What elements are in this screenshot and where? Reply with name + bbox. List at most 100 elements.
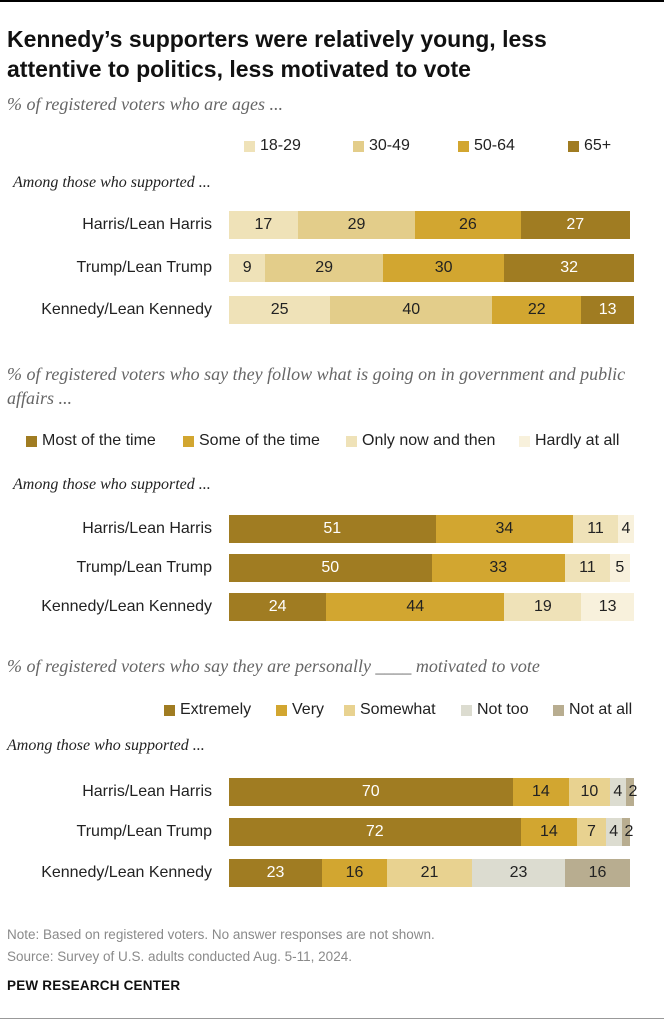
data-label: 21 — [420, 864, 439, 881]
note-text: Note: Based on registered voters. No ans… — [7, 927, 435, 942]
category-label: Kennedy/Lean Kennedy — [41, 598, 212, 615]
legend-label: Only now and then — [362, 432, 496, 449]
data-label: 23 — [509, 864, 528, 881]
group-label: Among those who supported ... — [13, 476, 211, 493]
legend-label: Hardly at all — [535, 432, 620, 449]
bar-segment — [386, 859, 472, 887]
bar-segment — [609, 554, 630, 582]
legend: 18-29 30-49 50-64 65+ — [0, 136, 664, 158]
stacked-bar: 24 44 19 13 — [229, 593, 634, 621]
data-label: 72 — [365, 823, 384, 840]
data-label: 4 — [621, 520, 631, 537]
data-label: 13 — [598, 598, 617, 615]
legend-swatch — [164, 705, 175, 716]
bar-segment — [621, 818, 630, 846]
bar-segment — [472, 859, 566, 887]
category-label: Harris/Lean Harris — [82, 783, 212, 800]
data-label: 4 — [613, 783, 623, 800]
category-label: Harris/Lean Harris — [82, 520, 212, 537]
data-label: 32 — [560, 259, 579, 276]
bar-segment — [435, 515, 574, 543]
stacked-bar: 70 14 10 4 2 — [229, 778, 637, 806]
legend-swatch — [183, 436, 194, 447]
data-label: 2 — [628, 783, 638, 800]
data-label: 44 — [406, 598, 425, 615]
bar-segment — [581, 593, 634, 621]
legend-label: 30-49 — [369, 137, 410, 154]
legend-swatch — [553, 705, 564, 716]
data-label: 25 — [270, 301, 289, 318]
stacked-bar: 23 16 21 23 16 — [229, 859, 634, 887]
category-label: Kennedy/Lean Kennedy — [41, 301, 212, 318]
group-label: Among those who supported ... — [7, 737, 205, 754]
data-label: 9 — [242, 259, 252, 276]
legend-swatch — [346, 436, 357, 447]
legend-label: Not too — [477, 701, 529, 718]
legend-swatch — [568, 141, 579, 152]
bar-segment — [382, 254, 505, 282]
legend: Most of the time Some of the time Only now… — [0, 431, 664, 453]
data-label: 13 — [598, 301, 617, 318]
stacked-bar: 51 34 11 4 — [229, 515, 634, 543]
credit-text: PEW RESEARCH CENTER — [7, 978, 181, 993]
source-text: Source: Survey of U.S. adults conducted … — [7, 949, 352, 964]
legend-label: 18-29 — [260, 137, 301, 154]
group-label: Among those who supported ... — [13, 174, 211, 191]
data-label: 34 — [495, 520, 514, 537]
chart-subtitle: % of registered voters who are ages ... — [7, 94, 283, 114]
legend-label: Very — [292, 701, 325, 718]
bar-segment — [297, 211, 416, 239]
stacked-bar: 50 33 11 5 — [229, 554, 634, 582]
data-label: 51 — [323, 520, 342, 537]
chart-subtitle: % of registered voters who say they are … — [7, 656, 540, 676]
legend-swatch — [458, 141, 469, 152]
bar-segment — [565, 859, 630, 887]
bar-segment — [229, 859, 323, 887]
category-label: Trump/Lean Trump — [76, 823, 212, 840]
legend-label: Not at all — [569, 701, 633, 718]
data-label: 5 — [615, 559, 625, 576]
data-label: 24 — [268, 598, 287, 615]
data-label: 23 — [266, 864, 285, 881]
bar-segment — [229, 554, 432, 582]
legend-label: Extremely — [180, 701, 252, 718]
legend-swatch — [353, 141, 364, 152]
data-label: 29 — [347, 216, 366, 233]
bar-segment — [609, 778, 626, 806]
legend-swatch — [276, 705, 287, 716]
legend-label: 50-64 — [474, 137, 515, 154]
data-label: 27 — [566, 216, 585, 233]
category-label: Kennedy/Lean Kennedy — [41, 864, 212, 881]
category-label: Harris/Lean Harris — [82, 216, 212, 233]
bar-segment — [520, 818, 578, 846]
bar-segment — [322, 859, 387, 887]
data-label: 22 — [527, 301, 546, 318]
bar-segment — [265, 254, 383, 282]
bar-segment — [492, 296, 582, 324]
data-label: 19 — [533, 598, 552, 615]
bar-segment — [229, 211, 298, 239]
bar-segment — [229, 254, 266, 282]
data-label: 29 — [315, 259, 334, 276]
data-label: 30 — [434, 259, 453, 276]
legend-swatch — [244, 141, 255, 152]
bar-segment — [431, 554, 566, 582]
legend-label: Some of the time — [199, 432, 320, 449]
bottom-rule — [0, 1018, 664, 1019]
bar-segment — [565, 554, 610, 582]
stacked-bar: 17 29 26 27 — [229, 211, 634, 239]
data-label: 17 — [254, 216, 273, 233]
bar-segment — [229, 515, 436, 543]
top-rule — [0, 0, 664, 2]
bar-segment — [326, 593, 505, 621]
data-label: 14 — [540, 823, 558, 840]
bar-segment — [577, 818, 606, 846]
bar-segment — [625, 778, 634, 806]
bar-segment — [581, 296, 634, 324]
category-label: Trump/Lean Trump — [76, 559, 212, 576]
chart-title: Kennedy’s supporters were relatively you… — [7, 26, 547, 82]
data-label: 10 — [580, 783, 599, 800]
data-label: 16 — [588, 864, 607, 881]
legend-swatch — [26, 436, 37, 447]
legend: Extremely Very Somewhat Not too Not at all — [0, 700, 664, 722]
